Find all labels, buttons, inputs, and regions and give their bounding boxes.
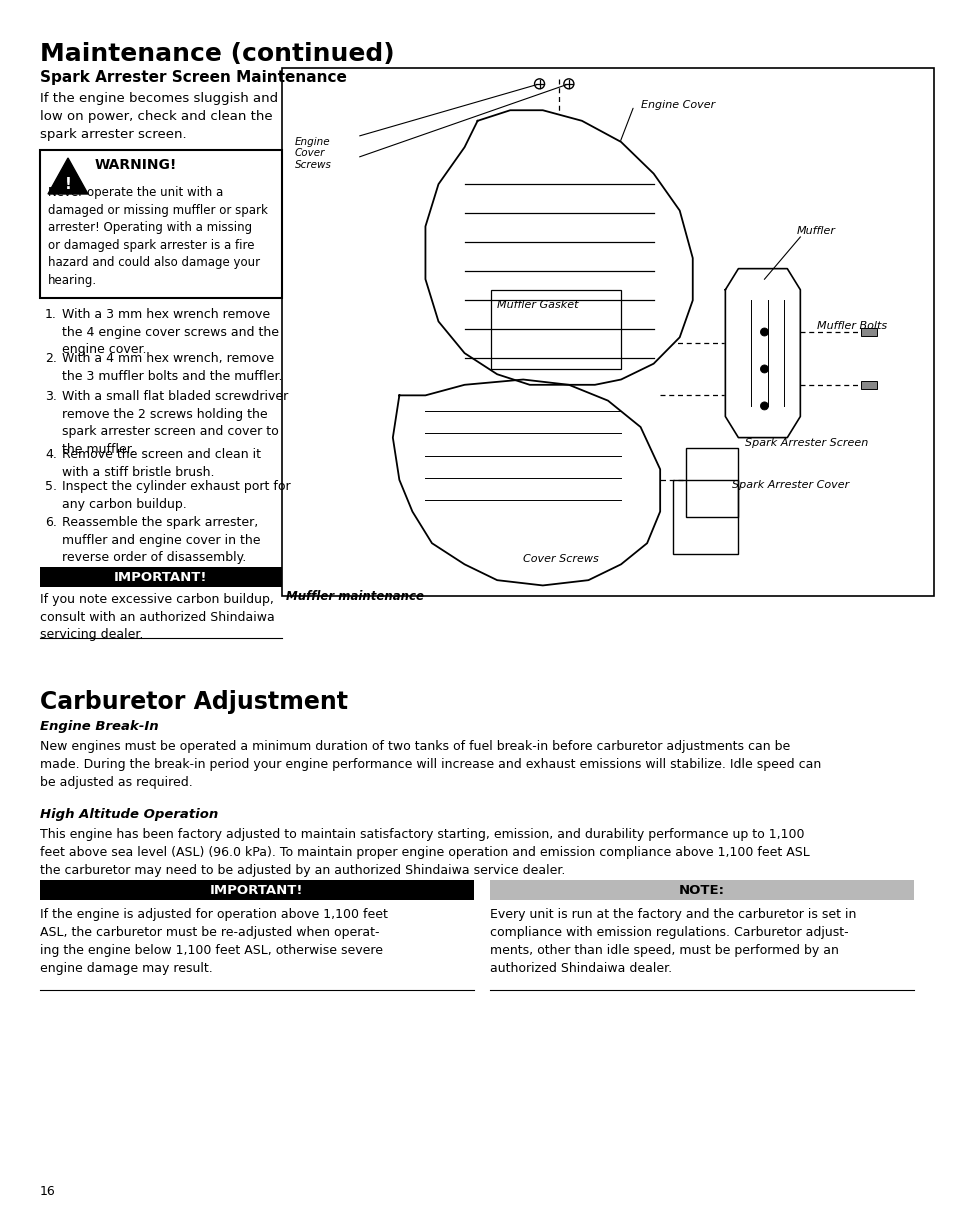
Text: IMPORTANT!: IMPORTANT! <box>114 571 208 583</box>
Text: 3.: 3. <box>45 390 57 403</box>
Text: Carburetor Adjustment: Carburetor Adjustment <box>40 690 348 715</box>
Text: Engine Cover: Engine Cover <box>639 100 714 110</box>
Bar <box>685 448 738 517</box>
Text: 6.: 6. <box>45 517 57 529</box>
Text: With a 3 mm hex wrench remove
the 4 engine cover screws and the
engine cover.: With a 3 mm hex wrench remove the 4 engi… <box>62 308 278 356</box>
Text: Never operate the unit with a
damaged or missing muffler or spark
arrester! Oper: Never operate the unit with a damaged or… <box>48 186 268 286</box>
Text: Maintenance (continued): Maintenance (continued) <box>40 42 395 66</box>
Text: Cover Screws: Cover Screws <box>522 554 598 564</box>
Text: Spark Arrester Cover: Spark Arrester Cover <box>731 480 848 490</box>
Text: Muffler Gasket: Muffler Gasket <box>497 301 578 310</box>
Bar <box>673 480 738 554</box>
Circle shape <box>760 402 768 410</box>
Text: 5.: 5. <box>45 480 57 492</box>
Bar <box>282 68 933 596</box>
Text: 16: 16 <box>40 1185 55 1199</box>
Circle shape <box>760 328 768 336</box>
Text: !: ! <box>65 176 71 192</box>
Polygon shape <box>393 379 659 585</box>
Text: With a 4 mm hex wrench, remove
the 3 muffler bolts and the muffler.: With a 4 mm hex wrench, remove the 3 muf… <box>62 352 282 383</box>
Text: Spark Arrester Screen Maintenance: Spark Arrester Screen Maintenance <box>40 70 347 84</box>
Polygon shape <box>48 158 88 194</box>
Text: Muffler: Muffler <box>797 227 835 237</box>
Text: WARNING!: WARNING! <box>95 158 177 173</box>
Text: Inspect the cylinder exhaust port for
any carbon buildup.: Inspect the cylinder exhaust port for an… <box>62 480 291 511</box>
Text: If you note excessive carbon buildup,
consult with an authorized Shindaiwa
servi: If you note excessive carbon buildup, co… <box>40 593 274 641</box>
Text: Muffler maintenance: Muffler maintenance <box>286 590 423 604</box>
Polygon shape <box>425 110 692 385</box>
Bar <box>490 880 913 900</box>
Text: High Altitude Operation: High Altitude Operation <box>40 807 218 821</box>
Text: 4.: 4. <box>45 448 57 461</box>
Text: Reassemble the spark arrester,
muffler and engine cover in the
reverse order of : Reassemble the spark arrester, muffler a… <box>62 517 260 564</box>
Circle shape <box>760 365 768 373</box>
Text: Engine
Cover
Screws: Engine Cover Screws <box>294 136 332 170</box>
Text: Engine Break-In: Engine Break-In <box>40 721 158 733</box>
Text: Muffler Bolts: Muffler Bolts <box>816 321 886 332</box>
Text: 2.: 2. <box>45 352 57 365</box>
Text: Spark Arrester Screen: Spark Arrester Screen <box>744 438 867 448</box>
Text: NOTE:: NOTE: <box>679 884 724 897</box>
Text: If the engine is adjusted for operation above 1,100 feet
ASL, the carburetor mus: If the engine is adjusted for operation … <box>40 908 388 975</box>
Bar <box>490 290 620 369</box>
Text: Every unit is run at the factory and the carburetor is set in
compliance with em: Every unit is run at the factory and the… <box>490 908 856 975</box>
Polygon shape <box>724 269 800 438</box>
Bar <box>40 880 474 900</box>
Text: Remove the screen and clean it
with a stiff bristle brush.: Remove the screen and clean it with a st… <box>62 448 261 478</box>
Bar <box>860 328 876 336</box>
Bar <box>860 380 876 389</box>
Bar <box>40 567 282 587</box>
Text: IMPORTANT!: IMPORTANT! <box>210 884 303 897</box>
Text: With a small flat bladed screwdriver
remove the 2 screws holding the
spark arres: With a small flat bladed screwdriver rem… <box>62 390 288 455</box>
Text: New engines must be operated a minimum duration of two tanks of fuel break-in be: New engines must be operated a minimum d… <box>40 740 821 789</box>
Bar <box>40 150 282 298</box>
Text: This engine has been factory adjusted to maintain satisfactory starting, emissio: This engine has been factory adjusted to… <box>40 828 809 877</box>
Text: If the engine becomes sluggish and
low on power, check and clean the
spark arres: If the engine becomes sluggish and low o… <box>40 92 278 141</box>
Text: 1.: 1. <box>45 308 57 321</box>
